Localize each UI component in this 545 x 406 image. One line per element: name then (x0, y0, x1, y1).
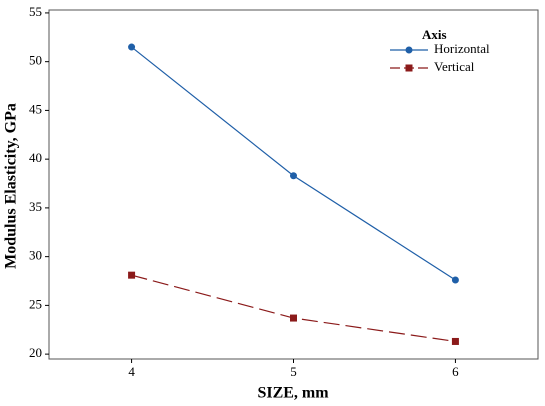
y-tick-label: 50 (29, 53, 42, 68)
data-point (128, 43, 136, 51)
data-point (290, 172, 297, 180)
legend-label: Horizontal (434, 41, 490, 56)
y-tick-label: 35 (29, 199, 42, 214)
legend-marker (405, 46, 413, 54)
y-tick-label: 55 (29, 4, 42, 19)
legend-marker (405, 64, 413, 72)
y-tick-label: 40 (29, 150, 42, 165)
series-line (131, 274, 456, 343)
y-tick-label: 25 (29, 296, 42, 311)
x-tick-label: 4 (128, 364, 135, 379)
x-tick-label: 5 (290, 364, 297, 379)
y-tick-label: 45 (29, 101, 42, 116)
data-point (290, 314, 297, 322)
series-line (131, 46, 456, 281)
data-point (128, 271, 136, 279)
data-point (451, 337, 459, 345)
y-tick-label: 20 (29, 345, 42, 360)
legend-label: Vertical (434, 59, 475, 74)
y-axis-label: Modulus Elasticity, GPa (3, 103, 20, 269)
y-tick-label: 30 (29, 248, 42, 263)
legend-title: Axis (422, 27, 447, 42)
data-point (451, 276, 459, 284)
x-axis-label: SIZE, mm (257, 385, 329, 402)
x-tick-label: 6 (452, 364, 459, 379)
